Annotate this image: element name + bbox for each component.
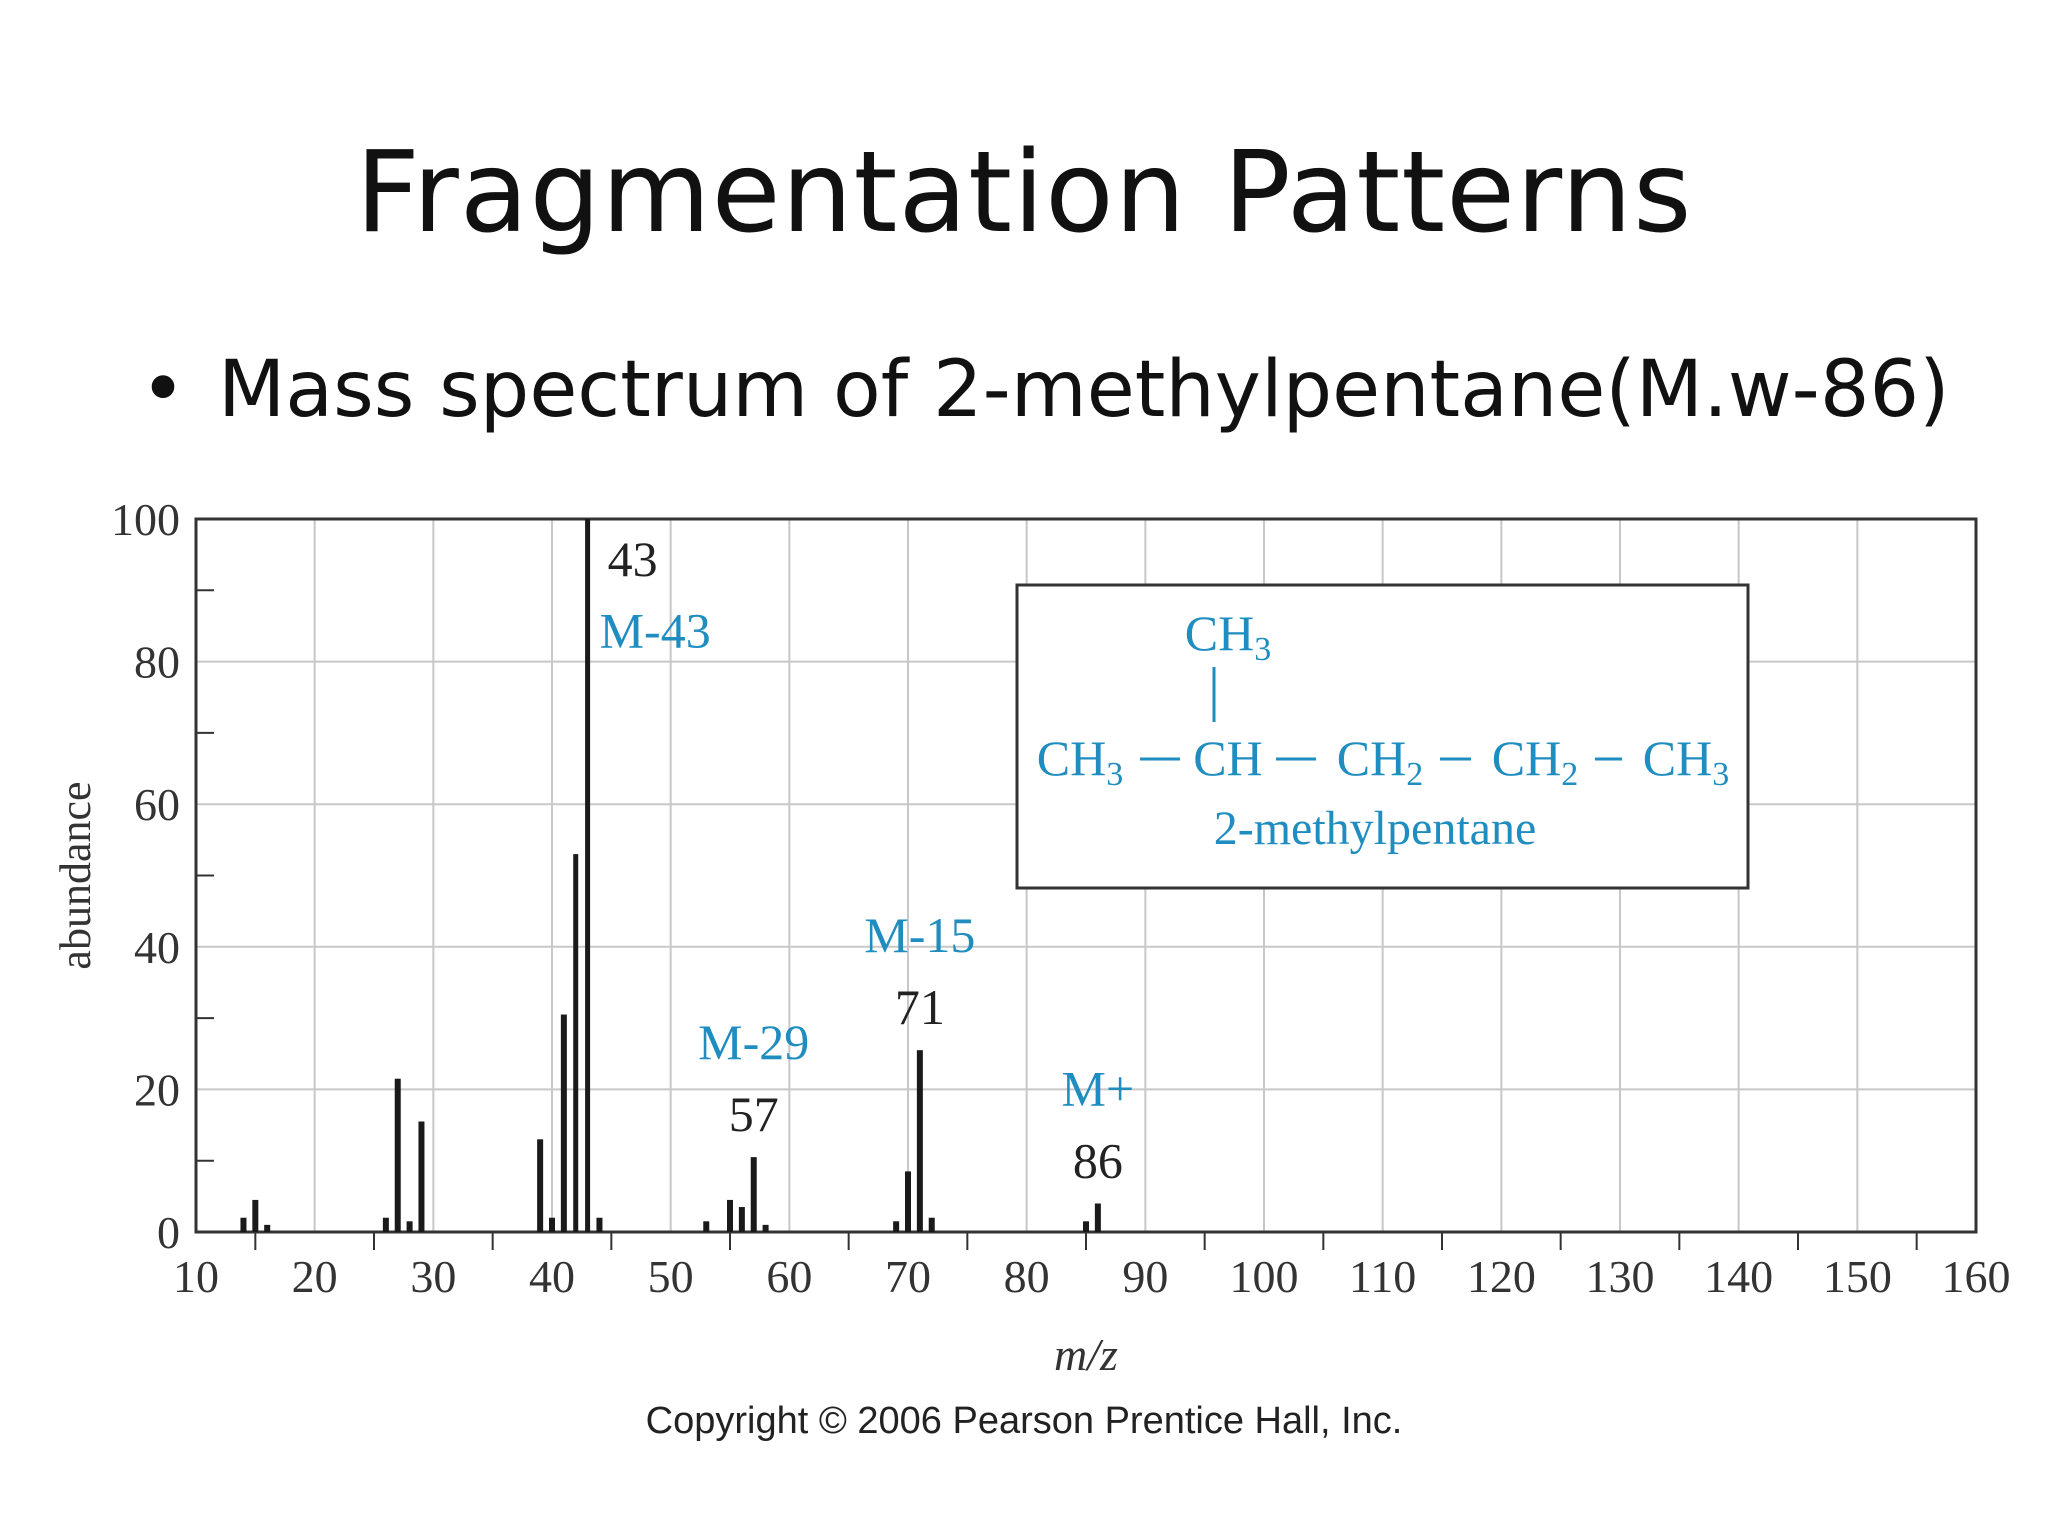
structure-chain-group: CH2 [1337,730,1423,793]
spectrum-peak [560,1014,567,1232]
structure-chain-group: CH3 [1037,730,1123,793]
peak-label-fragment: M-15 [864,907,975,963]
structure-chain-group: CH [1193,730,1262,786]
spectrum-peak [585,519,591,1232]
structure-chain-group: CH2 [1492,730,1578,793]
spectrum-peak [264,1224,271,1232]
y-tick-label: 20 [134,1064,180,1115]
spectrum-peak [703,1221,710,1232]
spectrum-peak [762,1224,769,1232]
spectrum-peak [406,1221,413,1232]
x-tick-label: 150 [1823,1251,1892,1302]
spectrum-peak [382,1217,389,1232]
peak-label-fragment: M+ [1062,1060,1135,1116]
spectrum-peak [573,854,579,1232]
x-tick-label: 70 [885,1251,931,1302]
peak-label-mz: 57 [729,1086,779,1142]
x-tick-label: 100 [1230,1251,1299,1302]
y-tick-label: 40 [134,922,180,973]
peak-label-mz: 86 [1073,1132,1123,1188]
structure-name: 2-methylpentane [1214,802,1537,855]
x-tick-label: 60 [766,1251,812,1302]
x-tick-label: 20 [292,1251,338,1302]
bullet-text: Mass spectrum of 2-methylpentane(M.w-86) [218,345,1950,435]
copyright-notice: Copyright © 2006 Pearson Prentice Hall, … [645,1400,1403,1442]
x-tick-label: 160 [1942,1251,2011,1302]
peak-label-mz: 71 [895,979,945,1035]
y-tick-label: 60 [134,779,180,830]
x-tick-label: 40 [529,1251,575,1302]
x-tick-label: 130 [1586,1251,1655,1302]
x-tick-label: 50 [648,1251,694,1302]
peak-label-fragment: M-29 [698,1014,809,1070]
slide-title: Fragmentation Patterns [355,128,1693,258]
spectrum-peak [928,1217,935,1232]
spectrum-peak [1094,1203,1101,1232]
spectrum-peak [394,1078,401,1232]
y-tick-label: 0 [157,1207,180,1258]
spectrum-peak [750,1157,757,1232]
x-tick-label: 10 [173,1251,219,1302]
peak-label-fragment: M-43 [600,602,711,658]
spectrum-peak [596,1217,603,1232]
spectrum-peak [240,1217,247,1232]
bullet-icon: • [140,345,187,435]
structure-branch-label: CH3 [1185,605,1271,668]
spectrum-peak [537,1139,544,1232]
peak-label-mz: 43 [608,531,658,587]
structure-box [1015,583,1750,890]
spectrum-peak [738,1207,745,1232]
spectrum-peak [905,1171,911,1232]
spectrum-peak [252,1199,259,1232]
spectrum-peak [418,1121,425,1232]
spectrum-peak [727,1199,733,1232]
structure-chain-group: CH3 [1643,730,1729,793]
spectrum-peak [549,1217,555,1232]
x-tick-label: 120 [1467,1251,1536,1302]
x-tick-label: 80 [1004,1251,1050,1302]
x-axis-label: m/z [1054,1329,1118,1380]
spectrum-peak [1083,1221,1089,1232]
spectrum-peak [916,1050,923,1232]
y-axis-label: abundance [51,781,100,969]
x-tick-label: 90 [1122,1251,1168,1302]
bullet-item: • Mass spectrum of 2-methylpentane(M.w-86… [140,345,1950,435]
y-tick-label: 100 [111,494,180,545]
x-tick-label: 110 [1349,1251,1416,1302]
y-tick-label: 80 [134,637,180,688]
x-tick-label: 30 [410,1251,456,1302]
x-tick-label: 140 [1704,1251,1773,1302]
spectrum-peak [893,1221,900,1232]
